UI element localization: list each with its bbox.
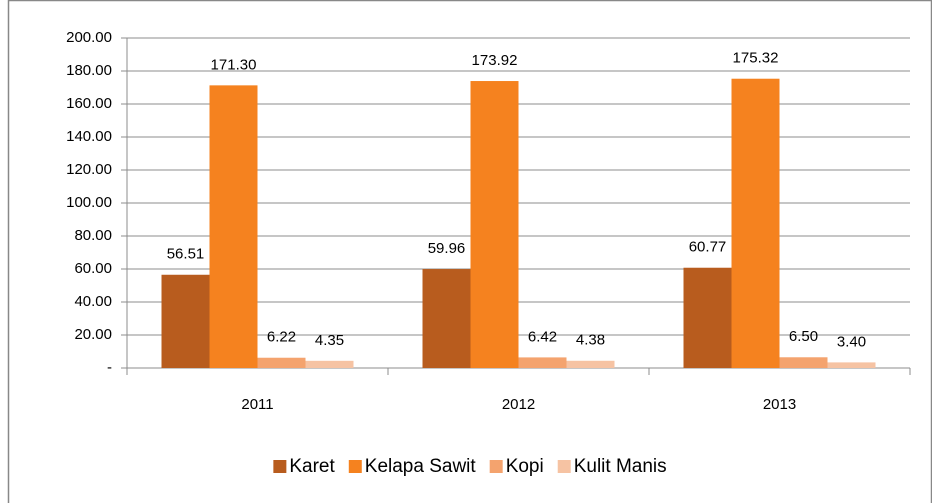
bar — [161, 274, 210, 368]
legend-swatch — [348, 460, 362, 473]
data-label: 3.40 — [837, 333, 866, 350]
chart-frame — [7, 0, 932, 503]
data-label: 6.50 — [789, 328, 818, 345]
data-label: 175.32 — [733, 50, 779, 67]
y-tick-label: 160.00 — [66, 95, 112, 112]
data-label: 60.77 — [689, 239, 727, 256]
data-label: 6.42 — [528, 328, 557, 345]
data-label: 171.30 — [211, 56, 257, 73]
data-label: 59.96 — [428, 240, 466, 257]
legend-label: Karet — [289, 456, 335, 477]
bar — [305, 360, 354, 368]
x-tick-label: 2013 — [763, 396, 796, 413]
data-label: 6.22 — [267, 329, 296, 346]
y-tick-label: 120.00 — [66, 161, 112, 178]
data-label: 56.51 — [167, 246, 205, 263]
bar — [209, 85, 258, 368]
y-tick-label: 180.00 — [66, 62, 112, 79]
legend-label: Kopi — [506, 456, 544, 477]
legend-label: Kelapa Sawit — [365, 456, 477, 477]
y-tick-label: 140.00 — [66, 128, 112, 145]
y-tick-label: 100.00 — [66, 194, 112, 211]
data-label: 4.38 — [576, 332, 605, 349]
y-tick-label: 40.00 — [74, 293, 112, 310]
bar — [827, 362, 876, 368]
bar — [683, 267, 732, 368]
legend-swatch — [273, 460, 287, 473]
legend-label: Kulit Manis — [574, 456, 667, 477]
y-tick-label: 200.00 — [66, 29, 112, 46]
y-tick-label: 20.00 — [74, 326, 112, 343]
bar — [566, 360, 615, 368]
legend-swatch — [557, 460, 571, 473]
data-label: 173.92 — [472, 52, 518, 69]
bar — [518, 357, 567, 368]
x-tick-label: 2011 — [241, 396, 273, 413]
bar — [422, 269, 471, 368]
y-tick-label: 60.00 — [74, 260, 112, 277]
bar — [731, 78, 780, 369]
bar — [257, 357, 306, 368]
legend-swatch — [489, 460, 503, 473]
y-tick-label: - — [107, 359, 112, 376]
bar — [779, 357, 828, 368]
x-tick-label: 2012 — [502, 396, 535, 413]
y-tick-label: 80.00 — [74, 227, 112, 244]
data-label: 4.35 — [315, 332, 344, 349]
bar — [470, 81, 519, 369]
